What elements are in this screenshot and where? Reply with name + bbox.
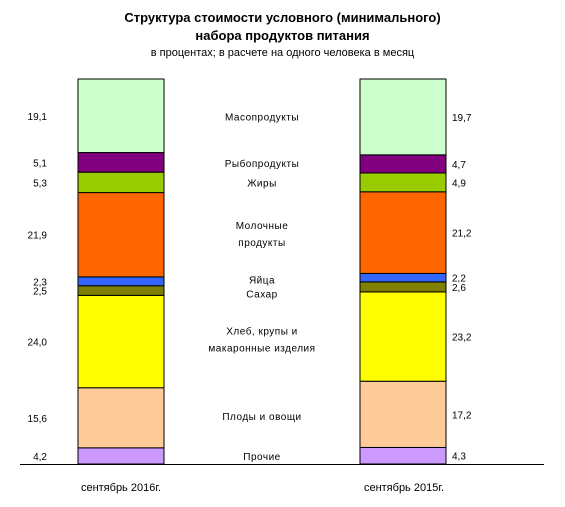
category-label-dairy-1: Молочные [236,221,289,232]
category-label-bread-2: макаронные изделия [208,344,315,355]
bar-segment-veg-0 [77,387,165,449]
bar-segment-fish-1 [359,154,447,174]
bar-segment-fats-1 [359,172,447,193]
data-label-other-0: 4,2 [33,452,47,463]
bar-segment-veg-1 [359,380,447,448]
chart-title-line2: набора продуктов питания [195,28,370,43]
bar-segment-sugar-1 [359,281,447,293]
data-label-eggs-0: 2,3 [33,277,47,288]
bar-segment-fats-0 [77,171,165,194]
bar-segment-other-1 [359,446,447,465]
data-label-fish-1: 4,7 [452,160,466,171]
category-label-meat: Масопродукты [225,112,299,123]
bar-segment-meat-1 [359,78,447,156]
data-label-sugar-0: 2,5 [33,287,47,298]
bar-caption-2015: сентябрь 2015г. [363,482,445,494]
data-label-bread-0: 24,0 [28,338,48,349]
data-label-veg-1: 17,2 [452,410,472,421]
bar-segment-eggs-1 [359,272,447,283]
bar-segment-meat-0 [77,78,165,154]
data-label-meat-1: 19,7 [452,113,472,124]
category-label-veg: Плоды и овощи [222,412,301,423]
bar-segment-bread-0 [77,294,165,389]
bar-caption-2016: сентябрь 2016г. [80,482,162,494]
category-label-dairy-2: продукты [238,238,285,249]
data-label-fats-1: 4,9 [452,178,466,189]
bar-segment-dairy-1 [359,191,447,274]
bar-segment-other-0 [77,447,165,465]
category-label-fats: Жиры [247,178,277,189]
data-label-fats-0: 5,3 [33,178,47,189]
data-label-other-1: 4,3 [452,452,466,463]
bar-segment-dairy-0 [77,192,165,278]
category-label-other: Прочие [243,452,280,463]
data-label-sugar-1: 2,6 [452,283,466,294]
data-label-dairy-0: 21,9 [28,231,48,242]
data-label-eggs-1: 2,2 [452,274,466,285]
bar-segment-eggs-0 [77,276,165,287]
bar-segment-sugar-0 [77,285,165,296]
data-label-bread-1: 23,2 [452,333,472,344]
category-label-bread-1: Хлеб, крупы и [226,326,298,338]
data-label-meat-0: 19,1 [28,112,48,123]
data-label-dairy-1: 21,2 [452,229,472,240]
category-label-fish: Рыбопродукты [225,158,300,170]
chart-subtitle: в процентах; в расчете на одного человек… [150,47,415,59]
data-label-fish-0: 5,1 [33,158,47,169]
data-label-veg-0: 15,6 [28,414,48,425]
category-label-eggs: Яйца [249,275,275,286]
bar-segment-fish-0 [77,152,165,173]
chart-title: Структура стоимости условного (минимальн… [124,10,441,25]
bar-segment-bread-1 [359,291,447,382]
category-label-sugar: Сахар [246,289,277,300]
